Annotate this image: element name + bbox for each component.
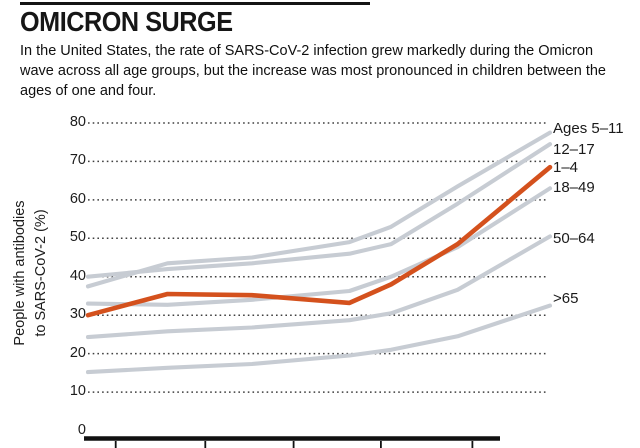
page-title: OMICRON SURGE [20, 6, 233, 37]
y-axis-tick-labels: 0 10 20 30 40 50 60 70 80 [46, 0, 86, 448]
y-tick-label: 50 [69, 229, 86, 245]
chart-description: In the United States, the rate of SARS-C… [20, 43, 606, 99]
y-tick-label: 10 [69, 383, 86, 399]
series-label: 50–64 [553, 230, 595, 247]
y-tick-label: 70 [69, 152, 86, 168]
series-label: Ages 5–11 [553, 120, 624, 137]
series-label: 12–17 [553, 141, 595, 158]
series-label: 18–49 [553, 179, 595, 196]
y-tick-label: 0 [77, 422, 86, 438]
top-rule [20, 2, 370, 5]
series-line [85, 303, 553, 375]
series-line [85, 142, 553, 279]
series-label: >65 [553, 290, 579, 307]
series-line [85, 234, 553, 340]
series-line [85, 164, 553, 318]
series-label: 1–4 [553, 159, 579, 176]
y-tick-label: 60 [69, 191, 86, 207]
y-tick-label: 20 [69, 345, 86, 361]
series-line [85, 130, 553, 289]
y-tick-label: 30 [69, 306, 86, 322]
series-line [85, 186, 553, 307]
y-tick-label: 80 [69, 114, 86, 130]
y-tick-label: 40 [69, 268, 86, 284]
